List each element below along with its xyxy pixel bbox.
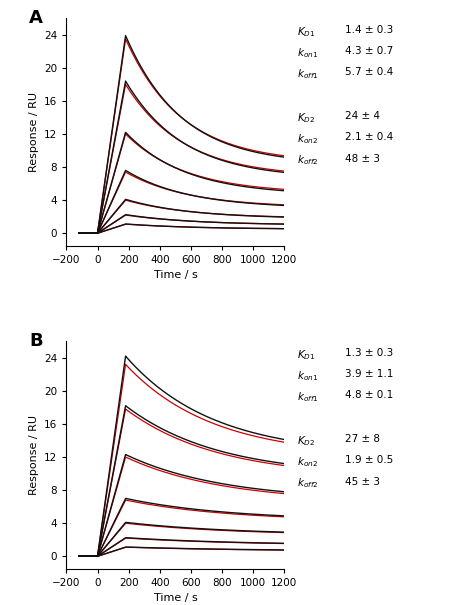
X-axis label: Time / s: Time / s (154, 594, 197, 603)
Text: $k_{off1}$: $k_{off1}$ (298, 67, 319, 81)
X-axis label: Time / s: Time / s (154, 270, 197, 280)
Text: $k_{off1}$: $k_{off1}$ (298, 390, 319, 404)
Text: 2.1 ± 0.4: 2.1 ± 0.4 (346, 132, 394, 142)
Text: $K_{D2}$: $K_{D2}$ (298, 111, 316, 125)
Text: $k_{on1}$: $k_{on1}$ (298, 46, 319, 60)
Text: 24 ± 4: 24 ± 4 (346, 111, 381, 121)
Text: $k_{on2}$: $k_{on2}$ (298, 456, 319, 469)
Text: 27 ± 8: 27 ± 8 (346, 434, 381, 444)
Text: $K_{D2}$: $K_{D2}$ (298, 434, 316, 448)
Text: 1.9 ± 0.5: 1.9 ± 0.5 (346, 456, 394, 465)
Text: B: B (29, 332, 43, 350)
Text: 45 ± 3: 45 ± 3 (346, 477, 381, 486)
Text: $k_{on1}$: $k_{on1}$ (298, 369, 319, 383)
Text: 5.7 ± 0.4: 5.7 ± 0.4 (346, 67, 394, 77)
Text: A: A (29, 9, 43, 27)
Text: 1.3 ± 0.3: 1.3 ± 0.3 (346, 348, 394, 358)
Text: $k_{on2}$: $k_{on2}$ (298, 132, 319, 146)
Text: $K_{D1}$: $K_{D1}$ (298, 25, 316, 39)
Y-axis label: Response / RU: Response / RU (28, 92, 38, 172)
Text: 4.8 ± 0.1: 4.8 ± 0.1 (346, 390, 394, 401)
Text: 4.3 ± 0.7: 4.3 ± 0.7 (346, 46, 394, 56)
Text: $k_{off2}$: $k_{off2}$ (298, 477, 319, 491)
Y-axis label: Response / RU: Response / RU (28, 415, 38, 495)
Text: 48 ± 3: 48 ± 3 (346, 154, 381, 163)
Text: $k_{off2}$: $k_{off2}$ (298, 154, 319, 168)
Text: 3.9 ± 1.1: 3.9 ± 1.1 (346, 369, 394, 379)
Text: 1.4 ± 0.3: 1.4 ± 0.3 (346, 25, 394, 35)
Text: $K_{D1}$: $K_{D1}$ (298, 348, 316, 362)
